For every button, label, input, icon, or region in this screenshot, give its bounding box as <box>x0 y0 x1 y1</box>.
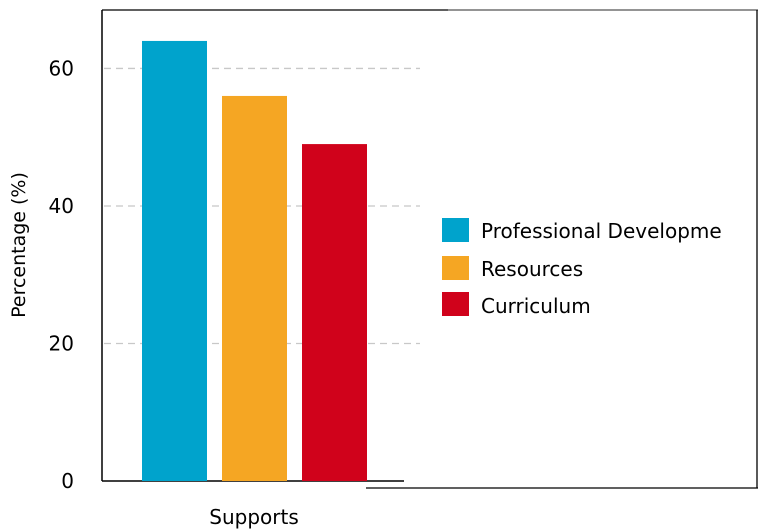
legend-swatch-professional-development <box>442 218 469 242</box>
legend-label-professional-development: Professional Developme <box>481 219 722 243</box>
y-tick-label-40: 40 <box>49 194 74 218</box>
legend-swatch-resources <box>442 256 469 280</box>
legend-label-resources: Resources <box>481 257 583 281</box>
legend-swatch-curriculum <box>442 292 469 316</box>
x-category-label: Supports <box>209 505 298 529</box>
y-ticks: 0 20 40 60 <box>49 56 74 493</box>
legend: Professional Developme Resources Curricu… <box>442 218 722 318</box>
legend-label-curriculum: Curriculum <box>481 294 591 318</box>
bar-curriculum <box>302 144 367 481</box>
y-tick-label-0: 0 <box>61 469 74 493</box>
bar-professional-developme <box>142 40 207 482</box>
bar-resources <box>222 95 287 481</box>
y-tick-label-20: 20 <box>49 331 74 355</box>
y-axis-label: Percentage (%) <box>8 172 30 318</box>
y-tick-label-60: 60 <box>49 56 74 80</box>
bars <box>142 40 367 482</box>
